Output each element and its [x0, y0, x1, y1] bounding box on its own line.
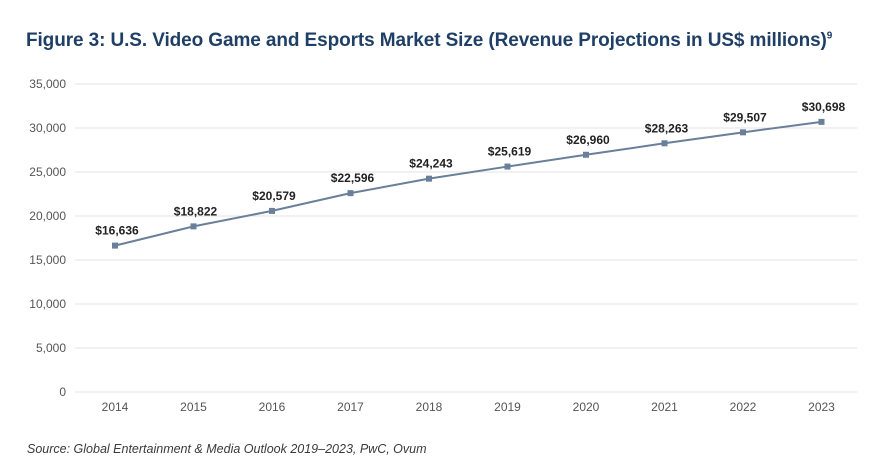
x-tick-label: 2018: [416, 400, 443, 414]
data-label: $26,960: [566, 133, 610, 147]
data-point: [190, 223, 197, 230]
data-point: [112, 242, 118, 249]
series-line: [114, 120, 822, 247]
y-tick-label: 0: [59, 385, 66, 399]
x-tick-label: 2015: [180, 400, 207, 414]
data-point: [740, 129, 746, 136]
x-tick-label: 2021: [651, 400, 678, 414]
y-tick-label: 15,000: [29, 253, 66, 267]
data-label: $20,579: [252, 189, 296, 203]
x-tick-label: 2017: [337, 400, 364, 414]
data-label: $24,243: [409, 157, 453, 171]
y-tick-label: 20,000: [29, 209, 66, 223]
data-point: [583, 151, 589, 158]
source-note: Source: Global Entertainment & Media Out…: [27, 442, 427, 456]
data-point: [818, 118, 825, 125]
data-label: $16,636: [95, 224, 139, 238]
x-tick-label: 2023: [808, 400, 835, 414]
y-tick-label: 5,000: [36, 341, 66, 355]
data-point: [661, 140, 668, 147]
data-point: [504, 163, 511, 170]
x-tick-label: 2020: [573, 400, 600, 414]
x-tick-label: 2019: [494, 400, 521, 414]
y-tick-label: 25,000: [29, 165, 66, 179]
y-tick-label: 10,000: [29, 297, 66, 311]
x-tick-label: 2022: [730, 400, 757, 414]
data-label: $18,822: [174, 204, 218, 218]
data-point: [426, 175, 432, 182]
chart-title: Figure 3: U.S. Video Game and Esports Ma…: [26, 30, 833, 51]
x-tick-label: 2016: [259, 400, 286, 414]
data-label: $25,619: [488, 145, 532, 159]
y-tick-label: 35,000: [29, 77, 66, 91]
data-label: $30,698: [802, 100, 846, 114]
data-label: $22,596: [331, 171, 375, 185]
y-tick-label: 30,000: [29, 121, 66, 135]
data-point: [269, 207, 275, 214]
data-label: $28,263: [645, 121, 689, 135]
title-footnote: 9: [826, 30, 833, 42]
data-label: $29,507: [723, 110, 767, 124]
data-point: [347, 190, 354, 197]
x-tick-label: 2014: [102, 400, 129, 414]
